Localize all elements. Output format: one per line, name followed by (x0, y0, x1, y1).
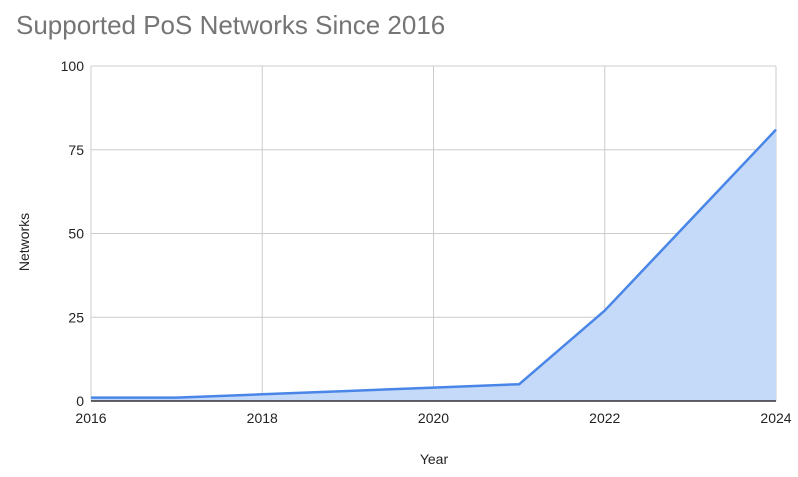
x-tick-label-2022: 2022 (589, 410, 620, 426)
series-line (91, 128, 777, 399)
x-tick-label-2020: 2020 (418, 410, 449, 426)
y-tick-label-75: 75 (68, 142, 84, 158)
y-axis-tick-labels: 0 25 50 75 100 (61, 58, 85, 409)
y-tick-label-25: 25 (68, 309, 84, 325)
x-axis-tick-labels: 2016 2018 2020 2022 2024 (75, 410, 791, 426)
y-tick-label-100: 100 (61, 58, 85, 74)
y-axis-title: Networks (16, 213, 32, 271)
y-tick-label-50: 50 (68, 226, 84, 242)
series-area-fill (91, 129, 776, 401)
y-tick-label-0: 0 (76, 393, 84, 409)
x-axis-title: Year (420, 451, 449, 467)
x-tick-label-2018: 2018 (247, 410, 278, 426)
x-tick-label-2024: 2024 (760, 410, 791, 426)
x-tick-label-2016: 2016 (75, 410, 106, 426)
chart-title: Supported PoS Networks Since 2016 (16, 10, 446, 40)
